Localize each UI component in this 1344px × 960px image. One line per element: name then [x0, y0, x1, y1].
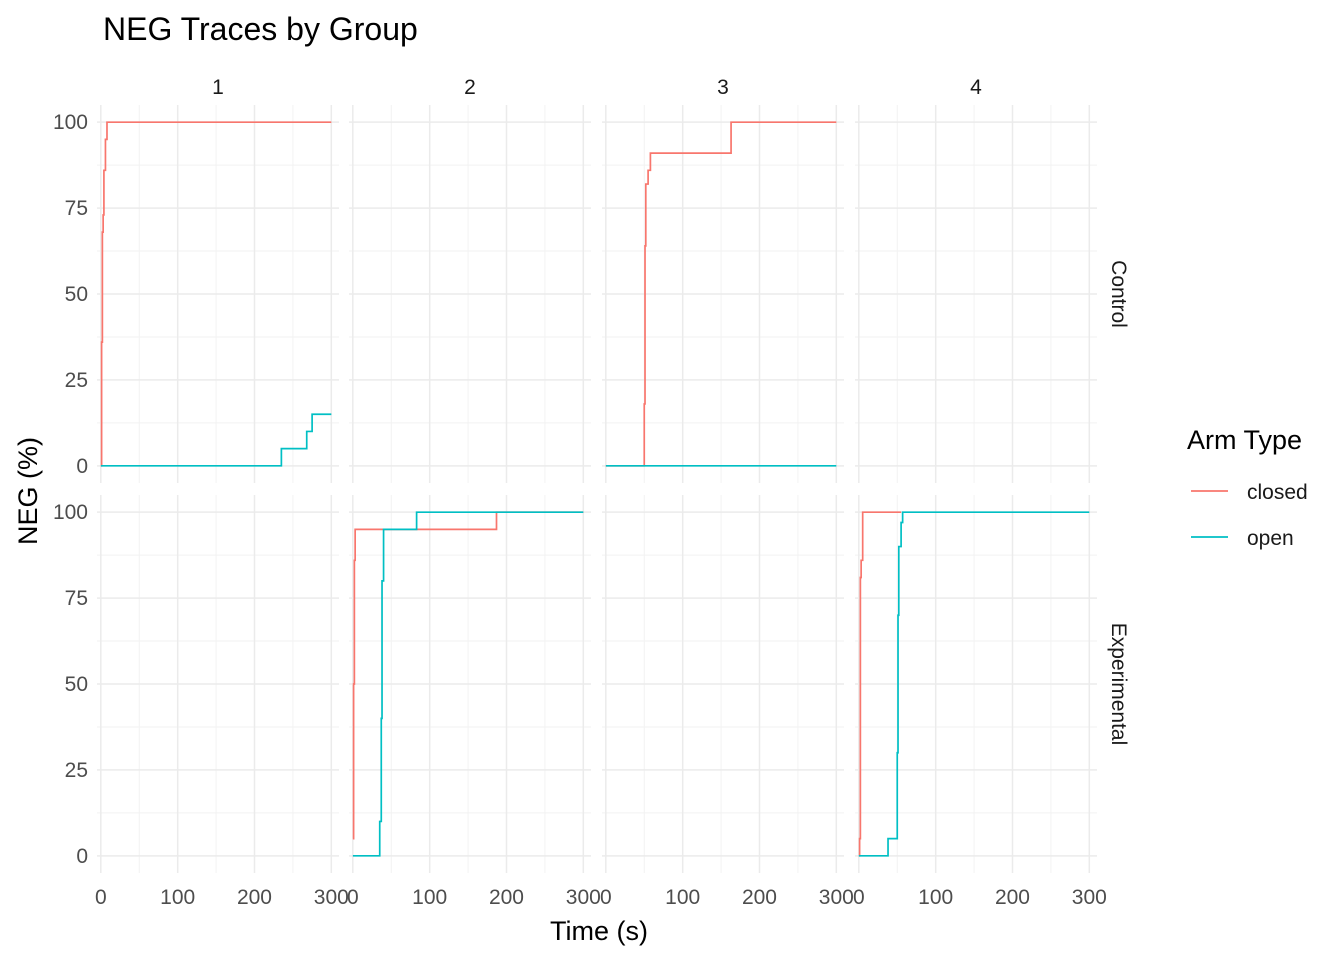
x-tick-label: 200	[237, 886, 272, 909]
panel-experimental-3	[602, 495, 844, 873]
x-tick-label: 200	[742, 886, 777, 909]
series-line-open	[352, 511, 584, 857]
x-tick-label: 100	[918, 886, 953, 909]
series-line-closed	[858, 511, 902, 857]
panel-control-2	[349, 105, 591, 483]
facet-row-label-experimental: Experimental	[1107, 623, 1130, 746]
y-axis-title: NEG (%)	[13, 437, 43, 545]
facet-panels: 1 2 3 4 Control Experimental 0 25 50 75 100 0 25 50 75…	[53, 76, 1130, 909]
series-line-closed	[605, 121, 837, 467]
series-line-closed	[352, 511, 584, 840]
y-tick-label: 25	[65, 759, 88, 782]
x-tick-label: 0	[853, 886, 865, 909]
x-tick-label: 0	[347, 886, 359, 909]
x-tick-label: 300	[819, 886, 854, 909]
y-tick-label: 100	[53, 111, 88, 134]
y-tick-label: 0	[76, 845, 88, 868]
legend-title: Arm Type	[1187, 425, 1302, 455]
y-tick-label: 25	[65, 369, 88, 392]
chart-title: NEG Traces by Group	[103, 11, 418, 47]
facet-row-label-control: Control	[1107, 260, 1130, 328]
x-tick-label: 300	[314, 886, 349, 909]
series-line-closed	[100, 121, 332, 467]
facet-col-label-4: 4	[970, 76, 982, 99]
panel-experimental-1	[97, 495, 339, 873]
series-line-open	[100, 413, 332, 467]
x-tick-label: 100	[160, 886, 195, 909]
x-axis-title: Time (s)	[550, 916, 648, 946]
legend-label-closed: closed	[1247, 481, 1308, 504]
panel-control-4	[855, 105, 1097, 483]
y-tick-label: 0	[76, 455, 88, 478]
x-tick-label: 100	[412, 886, 447, 909]
x-tick-label: 300	[566, 886, 601, 909]
panel-control-1	[97, 105, 339, 483]
x-tick-label: 200	[995, 886, 1030, 909]
y-tick-label: 50	[65, 283, 88, 306]
facet-col-label-3: 3	[717, 76, 729, 99]
series-line-open	[858, 511, 1090, 857]
y-tick-label: 75	[65, 197, 88, 220]
x-tick-label: 100	[665, 886, 700, 909]
legend: Arm Type closed open	[1187, 425, 1308, 550]
x-tick-label: 0	[95, 886, 107, 909]
legend-entries: closed open	[1191, 481, 1308, 550]
x-tick-label: 200	[489, 886, 524, 909]
panel-experimental-2	[349, 495, 591, 873]
x-tick-label: 300	[1072, 886, 1107, 909]
legend-label-open: open	[1247, 527, 1294, 550]
panel-control-3	[602, 105, 844, 483]
y-tick-label: 75	[65, 587, 88, 610]
panel-experimental-4	[855, 495, 1097, 873]
y-tick-label: 100	[53, 501, 88, 524]
facet-col-label-1: 1	[212, 76, 224, 99]
facet-col-label-2: 2	[464, 76, 476, 99]
y-tick-label: 50	[65, 673, 88, 696]
x-tick-label: 0	[600, 886, 612, 909]
